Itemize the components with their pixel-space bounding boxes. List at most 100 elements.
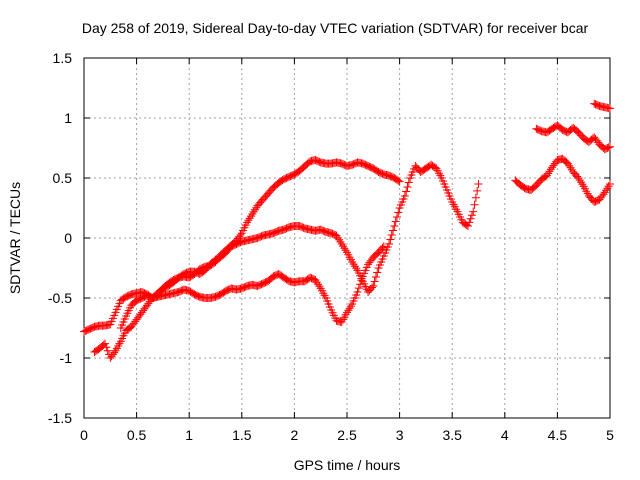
y-tick-label: -1 (60, 350, 73, 366)
y-tick-label: 1.5 (53, 50, 73, 66)
axis-ticks (83, 57, 611, 419)
data-point (343, 308, 351, 317)
x-tick-label: 2.5 (337, 427, 357, 443)
data-point (250, 205, 259, 214)
x-tick-label: 3.5 (442, 427, 462, 443)
series-trace-6 (590, 99, 614, 113)
data-point (392, 213, 401, 221)
data-point (544, 169, 553, 178)
data-point (236, 231, 245, 239)
data-point (400, 192, 409, 200)
data-point (574, 174, 583, 182)
series-trace-4 (511, 154, 614, 206)
data-point (470, 200, 479, 209)
data-point (102, 343, 111, 352)
data-point (350, 262, 359, 271)
y-tick-label: 0 (64, 230, 72, 246)
data-point (565, 161, 574, 170)
data-point (369, 282, 378, 290)
data-point (402, 187, 411, 196)
data-point (103, 346, 112, 355)
data-point (315, 282, 324, 291)
data-point (336, 237, 345, 246)
data-point (542, 171, 551, 180)
x-tick-labels: 0 0.5 1 1.5 2 2.5 3 3.5 4 4.5 5 (80, 427, 614, 443)
data-point (339, 242, 348, 251)
series-trace-2 (90, 160, 483, 362)
data-point (604, 143, 613, 152)
data-point (337, 240, 346, 248)
data-point (385, 240, 394, 248)
data-point (577, 178, 586, 187)
data-point (563, 159, 572, 168)
y-tick-labels: -1.5 -1 -0.5 0 0.5 1 1.5 (48, 50, 72, 426)
data-point (244, 216, 253, 225)
data-point (340, 244, 349, 253)
data-point (345, 304, 354, 313)
data-point (312, 278, 321, 287)
x-tick-label: 3 (396, 427, 404, 443)
data-point (245, 214, 254, 223)
y-tick-label: 0.5 (53, 170, 73, 186)
data-point (603, 184, 612, 193)
y-tick-label: -1.5 (48, 410, 72, 426)
data-point (354, 284, 363, 293)
data-point (465, 218, 474, 227)
data-point (247, 212, 256, 221)
data-point (243, 218, 252, 227)
data-point (404, 178, 413, 187)
data-point (352, 264, 361, 273)
data-point (378, 243, 387, 252)
x-tick-label: 5 (606, 427, 614, 443)
data-point (356, 280, 365, 289)
data-point (606, 104, 614, 113)
x-tick-label: 4.5 (548, 427, 568, 443)
data-point (370, 277, 379, 286)
data-point (469, 207, 478, 216)
data-point (545, 167, 554, 176)
data-point (604, 182, 613, 191)
y-axis-label: SDTVAR / TECUs (7, 182, 23, 294)
data-point (395, 177, 404, 186)
data-point (403, 183, 412, 191)
y-tick-label: 1 (64, 110, 72, 126)
data-point (332, 231, 341, 240)
data-point (391, 217, 400, 226)
data-point (314, 280, 323, 289)
series-trace-5 (532, 121, 614, 154)
data-point (371, 273, 380, 281)
chart-title: Day 258 of 2019, Sidereal Day-to-day VTE… (82, 20, 589, 36)
data-point (600, 188, 609, 197)
data-point (379, 242, 388, 251)
data-point (341, 246, 350, 255)
data-point (333, 233, 342, 242)
data-point (353, 288, 362, 296)
data-point (394, 208, 403, 217)
x-tick-label: 2 (291, 427, 299, 443)
data-point (335, 235, 344, 244)
data-point (344, 306, 353, 315)
data-point (474, 180, 483, 188)
data-point (349, 260, 358, 269)
x-tick-label: 1.5 (232, 427, 252, 443)
data-point (110, 348, 119, 357)
data-point (101, 339, 110, 348)
data-point (471, 193, 480, 202)
x-tick-label: 0 (80, 427, 88, 443)
data-points (80, 99, 614, 362)
data-point (346, 302, 355, 311)
y-tick-label: -0.5 (48, 290, 72, 306)
data-point (373, 268, 382, 277)
data-point (578, 180, 587, 189)
data-point (463, 222, 472, 230)
data-point (389, 226, 398, 235)
data-point (248, 210, 257, 218)
data-point (466, 214, 475, 223)
data-point (394, 176, 403, 185)
data-point (575, 176, 584, 185)
data-point (606, 180, 614, 188)
data-point (357, 276, 366, 285)
data-point (386, 235, 395, 244)
data-point (387, 231, 396, 239)
